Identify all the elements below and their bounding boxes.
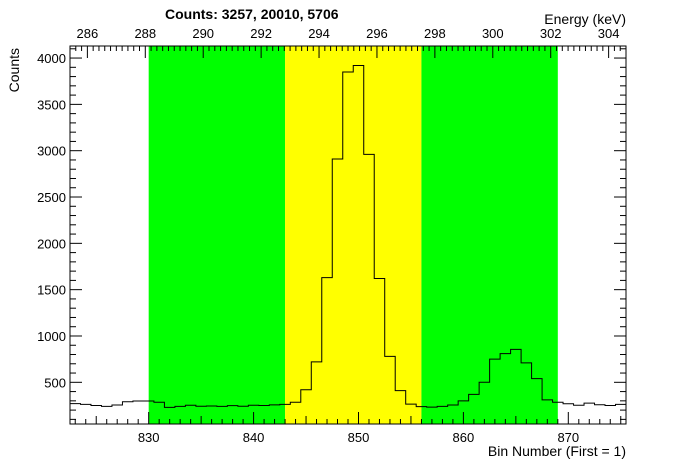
y-tick-label: 500 <box>44 375 66 390</box>
x2-tick-label: 304 <box>598 26 620 41</box>
y-tick-label: 4000 <box>37 51 66 66</box>
chart-title: Counts: 3257, 20010, 5706 <box>165 6 339 22</box>
tick-labels: 830 840 850 860 870 286 288 290 292 294 296 298 300 3… <box>37 26 619 445</box>
x-tick-label: 870 <box>557 430 579 445</box>
x-tick-label: 850 <box>348 430 370 445</box>
y-tick-label: 1500 <box>37 283 66 298</box>
region-background-left <box>148 46 286 424</box>
x2-tick-label: 302 <box>540 26 562 41</box>
x2-tick-label: 292 <box>250 26 272 41</box>
region-peak <box>285 46 422 424</box>
x2-tick-label: 298 <box>424 26 446 41</box>
x-axis-title: Bin Number (First = 1) <box>488 443 626 459</box>
x-tick-label: 860 <box>453 430 475 445</box>
y-tick-label: 1000 <box>37 329 66 344</box>
x2-axis-title: Energy (keV) <box>544 11 626 27</box>
y-tick-label: 2000 <box>37 236 66 251</box>
y-axis-title: Counts <box>6 48 22 92</box>
y-tick-label: 3500 <box>37 97 66 112</box>
y-tick-label: 3000 <box>37 144 66 159</box>
x2-tick-label: 294 <box>308 26 330 41</box>
x2-tick-label: 300 <box>482 26 504 41</box>
y-tick-label: 2500 <box>37 190 66 205</box>
x2-tick-label: 288 <box>134 26 156 41</box>
highlight-regions <box>148 46 558 424</box>
x-tick-label: 840 <box>243 430 265 445</box>
x-tick-label: 830 <box>138 430 160 445</box>
x2-tick-label: 286 <box>77 26 99 41</box>
x2-tick-label: 296 <box>366 26 388 41</box>
x2-tick-label: 290 <box>192 26 214 41</box>
histogram-line <box>70 64 626 408</box>
axis-ticks <box>69 46 627 424</box>
